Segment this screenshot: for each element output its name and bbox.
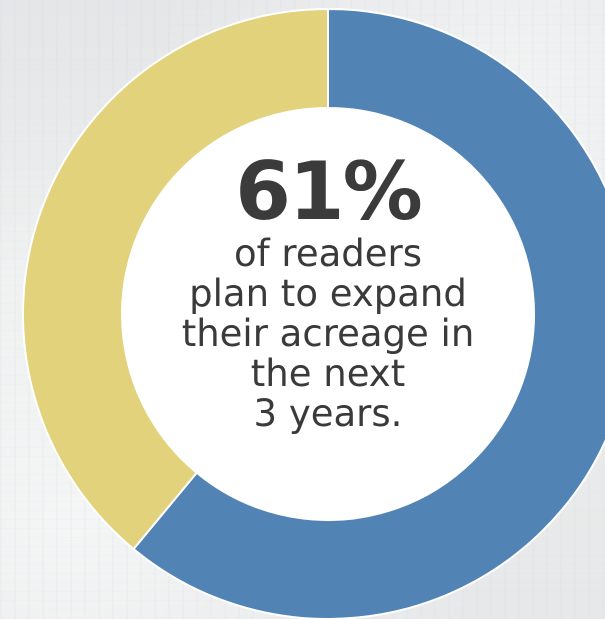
headline-caption: of readers plan to expand their acreage … [181, 232, 475, 435]
headline-percentage: 61% [235, 145, 422, 238]
donut-center [122, 108, 534, 520]
center-label: 61% of readers plan to expand their acre… [153, 150, 503, 434]
